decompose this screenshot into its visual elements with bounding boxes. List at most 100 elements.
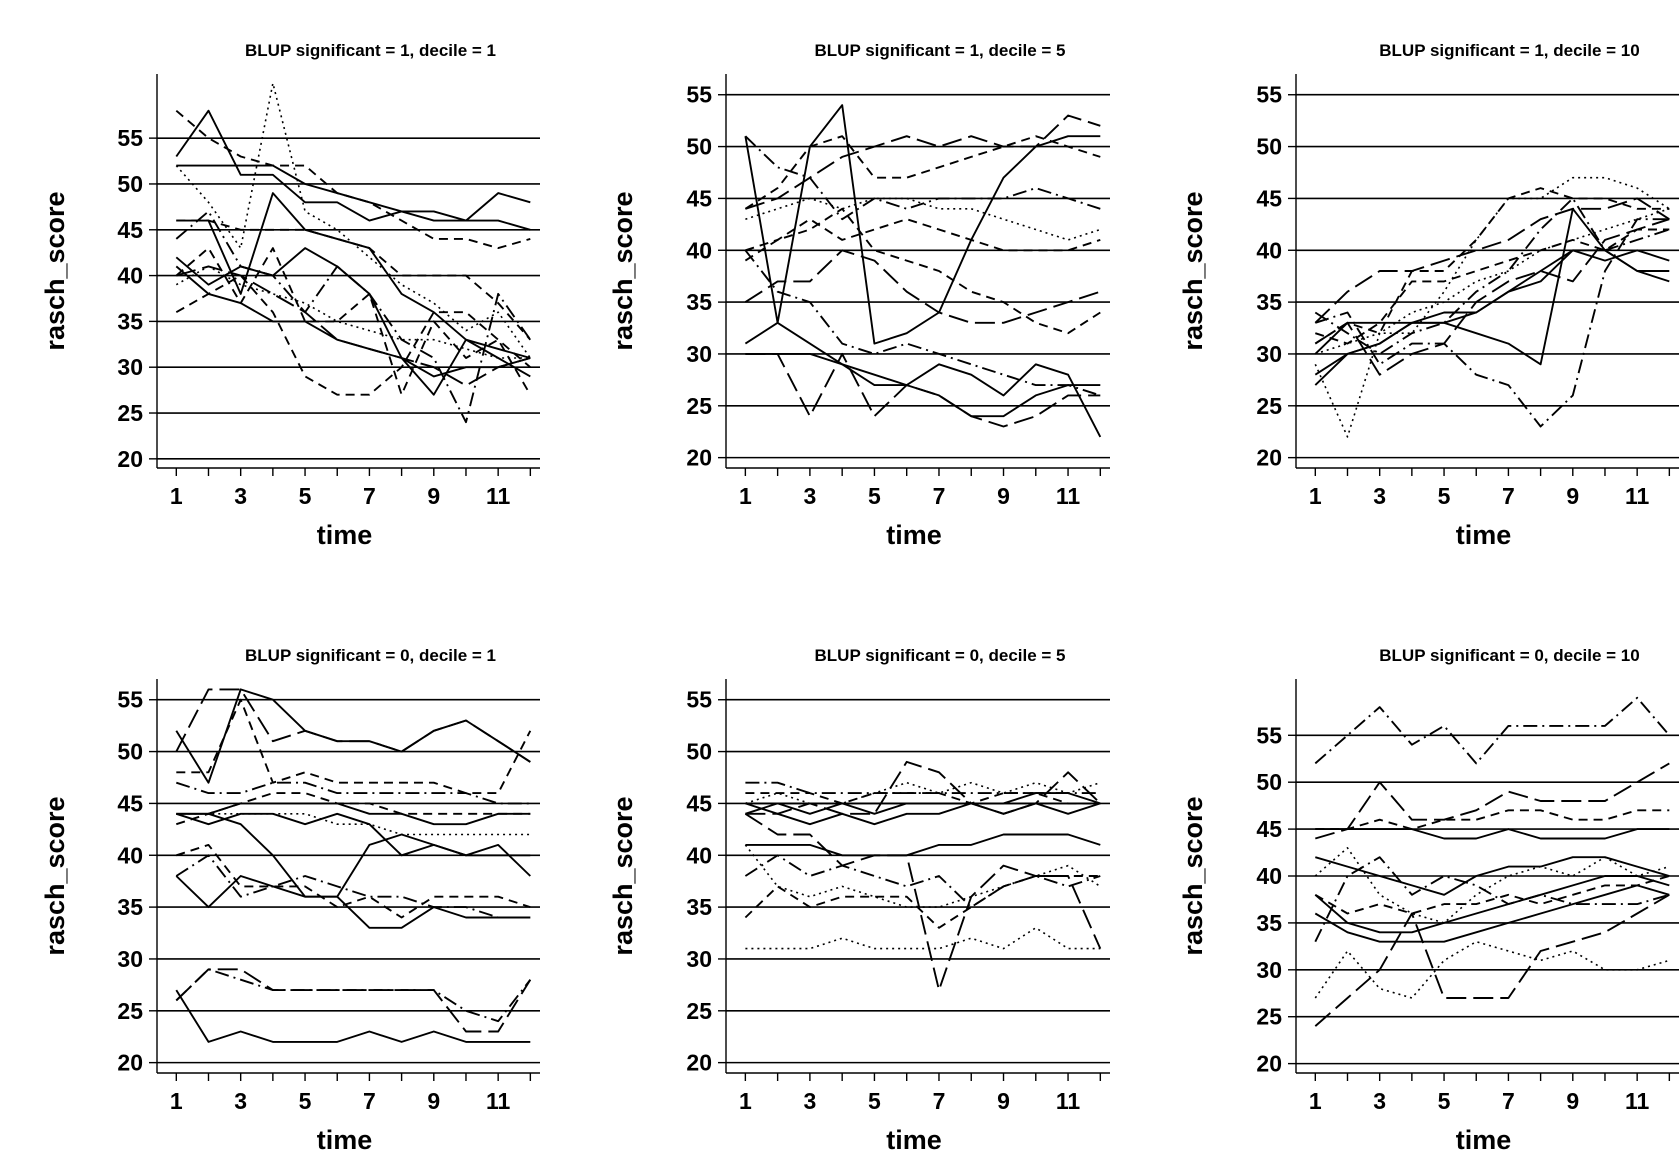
x-tick-label: 5	[1438, 1088, 1451, 1114]
series-line-1	[175, 109, 531, 222]
x-tick-label: 9	[1566, 1088, 1579, 1114]
series-line-11	[175, 274, 531, 396]
y-tick-label: 35	[117, 308, 143, 334]
x-tick-label: 3	[234, 1088, 247, 1114]
x-axis-label: time	[1456, 520, 1512, 550]
x-axis-label: time	[886, 1125, 942, 1155]
x-tick-label: 7	[933, 1088, 946, 1114]
series-line-1	[744, 104, 1101, 345]
x-tick-label: 1	[170, 1088, 183, 1114]
y-tick-label: 25	[117, 400, 143, 426]
y-tick-label: 40	[1256, 237, 1282, 263]
panel-title: BLUP significant = 1, decile = 10	[1379, 41, 1639, 60]
y-tick-label: 55	[1256, 82, 1282, 108]
series-line-6	[1314, 197, 1670, 324]
series-line-4	[745, 792, 1101, 805]
y-tick-label: 55	[686, 687, 712, 713]
series-line-2	[176, 164, 531, 231]
series-line-10	[1314, 218, 1670, 376]
x-tick-label: 9	[1566, 483, 1579, 509]
panel-title: BLUP significant = 1, decile = 1	[245, 41, 496, 60]
x-tick-label: 11	[486, 483, 511, 509]
series-line-9	[1314, 856, 1670, 943]
y-tick-label: 50	[117, 739, 143, 765]
x-tick-label: 1	[170, 483, 183, 509]
x-tick-label: 11	[486, 1088, 511, 1114]
series-line-11	[176, 843, 531, 919]
series-line-12	[745, 352, 1101, 428]
series-line-7	[1314, 884, 1670, 943]
series-line-2	[744, 321, 1102, 438]
y-tick-label: 40	[117, 842, 143, 868]
series-line-10	[175, 854, 531, 919]
y-tick-label: 45	[1256, 816, 1282, 842]
x-tick-label: 5	[868, 1088, 881, 1114]
series-line-2	[1314, 249, 1670, 376]
x-axis-label: time	[886, 520, 942, 550]
series-line-8	[1314, 847, 1670, 924]
y-tick-label: 25	[1256, 393, 1282, 419]
series-line-3	[175, 109, 531, 250]
series-line-6	[176, 219, 532, 341]
y-tick-label: 35	[117, 894, 143, 920]
x-tick-label: 11	[1625, 483, 1650, 509]
series-line-7	[745, 760, 1101, 815]
y-tick-label: 30	[117, 946, 143, 972]
y-tick-label: 35	[686, 289, 712, 315]
series-line-3	[745, 802, 1101, 826]
x-tick-label: 3	[804, 1088, 817, 1114]
y-tick-label: 20	[117, 446, 143, 472]
series-line-10	[1314, 875, 1670, 915]
series-line-12	[175, 875, 531, 929]
y-tick-label: 55	[117, 125, 143, 151]
series-line-5	[745, 781, 1101, 795]
panel-title: BLUP significant = 1, decile = 5	[815, 41, 1066, 60]
y-tick-label: 25	[1256, 1004, 1282, 1030]
x-tick-label: 5	[299, 1088, 312, 1114]
series-line-6	[744, 135, 1101, 221]
x-tick-label: 1	[739, 483, 752, 509]
y-tick-label: 50	[1256, 134, 1282, 160]
y-tick-label: 55	[686, 82, 712, 108]
panel-2: BLUP significant = 1, decile = 520253035…	[608, 41, 1110, 550]
series-line-2	[175, 688, 531, 763]
y-tick-label: 20	[117, 1050, 143, 1076]
y-tick-label: 20	[1256, 445, 1282, 471]
panel-4: BLUP significant = 0, decile = 120253035…	[40, 646, 540, 1155]
y-axis-label: rasch_score	[1178, 191, 1208, 350]
y-tick-label: 50	[686, 134, 712, 160]
series-line-12	[744, 875, 1101, 929]
series-line-10	[744, 854, 1101, 909]
x-tick-label: 7	[933, 483, 946, 509]
y-tick-label: 20	[1256, 1051, 1282, 1077]
y-tick-label: 30	[1256, 341, 1282, 367]
y-axis-label: rasch_score	[1178, 796, 1208, 955]
y-tick-label: 40	[117, 263, 143, 289]
x-tick-label: 9	[997, 1088, 1010, 1114]
y-tick-label: 40	[1256, 863, 1282, 889]
y-tick-label: 35	[1256, 289, 1282, 315]
panel-3: BLUP significant = 1, decile = 10 20 25 30 3…	[1178, 41, 1679, 550]
series-line-10	[175, 265, 531, 359]
series-line-3	[745, 352, 1101, 418]
panel-1: BLUP significant = 1, decile = 120253035…	[40, 41, 540, 550]
x-tick-label: 7	[363, 483, 376, 509]
x-axis-label: time	[317, 1125, 373, 1155]
x-tick-label: 11	[1056, 1088, 1081, 1114]
panel-6: BLUP significant = 0, decile = 10 20 25 30 3…	[1178, 646, 1679, 1155]
series-line-11	[1314, 197, 1670, 355]
x-tick-label: 1	[739, 1088, 752, 1114]
series-line-3	[176, 698, 532, 795]
y-tick-label: 50	[686, 739, 712, 765]
x-tick-label: 9	[997, 483, 1010, 509]
y-tick-label: 45	[117, 790, 143, 816]
series-line-14	[175, 968, 532, 1023]
series-line-6	[176, 812, 531, 877]
series-line-11	[745, 218, 1101, 252]
y-axis-label: rasch_score	[608, 191, 638, 350]
series-line-9	[744, 813, 1102, 992]
x-tick-label: 7	[363, 1088, 376, 1114]
y-axis-label: rasch_score	[608, 796, 638, 955]
y-tick-label: 45	[686, 185, 712, 211]
y-tick-label: 25	[686, 393, 712, 419]
